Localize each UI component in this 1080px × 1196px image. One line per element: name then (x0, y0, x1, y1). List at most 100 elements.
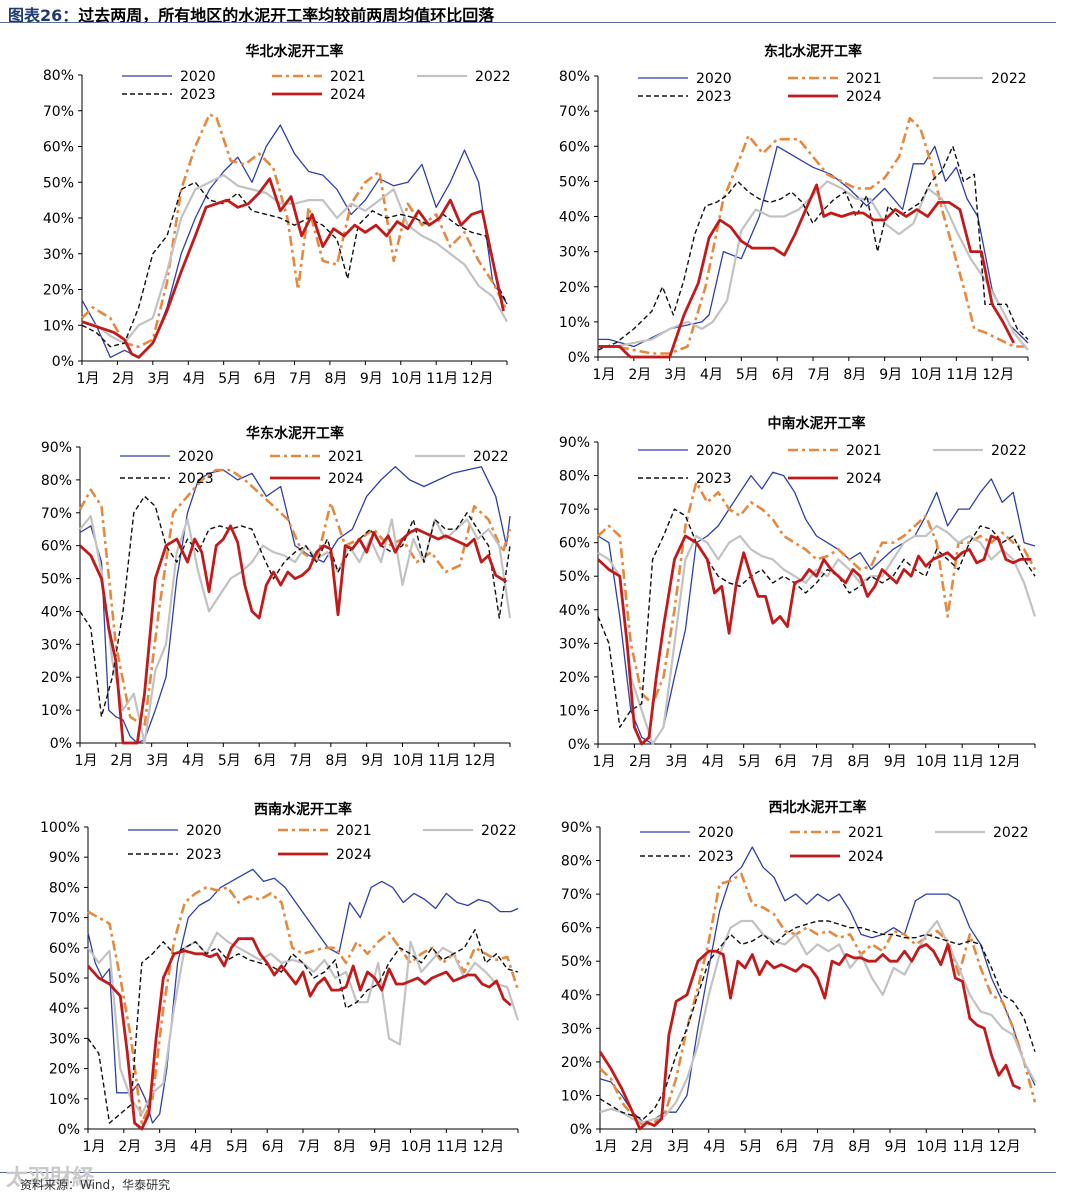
y-tick-label: 40% (559, 210, 590, 226)
series-line-2024 (86, 937, 512, 1131)
chart-dongbei: 东北水泥开工率 0% 10% 20% 30% 40% 50% 60% 70% 80% 1月 2月 3月 4… (559, 43, 1029, 383)
legend-label-2021: 2021 (848, 825, 884, 841)
y-tick-label: 20% (49, 1062, 80, 1078)
legend-label-2021: 2021 (330, 69, 366, 85)
y-tick-label: 50% (43, 175, 74, 191)
x-tick-label: 10月 (916, 754, 948, 770)
series-line-2022 (599, 919, 1036, 1124)
x-tick-label: 5月 (226, 1139, 249, 1155)
x-tick-label: 9月 (884, 754, 907, 770)
y-tick-label: 30% (561, 1021, 592, 1037)
x-tick-label: 11月 (953, 1139, 985, 1155)
x-tick-label: 9月 (360, 371, 383, 387)
series-line-2020 (87, 868, 519, 1124)
y-tick-label: 50% (41, 572, 72, 588)
x-tick-label: 10月 (401, 1139, 433, 1155)
x-tick-label: 12月 (462, 371, 494, 387)
legend-label-2020: 2020 (178, 449, 214, 465)
series-line-2021 (81, 113, 509, 349)
y-tick-label: 70% (559, 502, 590, 518)
x-tick-label: 7月 (298, 1139, 321, 1155)
y-tick-label: 20% (41, 670, 72, 686)
legend-label-2020: 2020 (186, 823, 222, 839)
x-tick-label: 5月 (218, 753, 241, 769)
x-tick-label: 3月 (667, 1139, 690, 1155)
y-tick-label: 40% (561, 988, 592, 1004)
x-tick-label: 7月 (812, 1139, 835, 1155)
series-line-2021 (78, 468, 512, 728)
chart-title: 中南水泥开工率 (768, 415, 866, 432)
y-tick-label: 50% (49, 971, 80, 987)
series-line-2022 (597, 524, 1037, 746)
x-tick-label: 9月 (369, 1139, 392, 1155)
legend-label-2020: 2020 (698, 825, 734, 841)
x-tick-label: 5月 (218, 371, 241, 387)
x-tick-label: 6月 (262, 1139, 285, 1155)
legend-label-2021: 2021 (328, 449, 364, 465)
y-tick-label: 40% (559, 603, 590, 619)
y-tick-label: 80% (561, 854, 592, 870)
series-line-2023 (597, 508, 1036, 728)
x-tick-label: 1月 (77, 371, 100, 387)
y-tick-label: 0% (58, 1122, 80, 1138)
legend-label-2024: 2024 (848, 849, 884, 865)
legend-label-2022: 2022 (481, 823, 517, 839)
legend-label-2020: 2020 (696, 71, 732, 87)
y-tick-label: 60% (43, 140, 74, 156)
x-tick-label: 2月 (112, 371, 135, 387)
source-note: 资料来源：Wind，华泰研究 (20, 1178, 171, 1192)
y-tick-label: 20% (559, 280, 590, 296)
series-line-2021 (597, 481, 1037, 706)
y-tick-label: 50% (561, 954, 592, 970)
y-tick-label: 70% (561, 887, 592, 903)
y-tick-label: 40% (43, 211, 74, 227)
y-tick-label: 30% (41, 637, 72, 653)
legend-label-2024: 2024 (846, 89, 882, 105)
legend-label-2022: 2022 (991, 443, 1027, 459)
y-tick-label: 100% (40, 820, 80, 836)
y-tick-label: 90% (561, 820, 592, 836)
x-tick-label: 12月 (464, 753, 496, 769)
x-tick-label: 7月 (811, 754, 834, 770)
y-tick-label: 10% (49, 1092, 80, 1108)
watermark-logo: 太羽財経 (6, 1166, 95, 1191)
footer-rule (0, 1172, 1056, 1173)
y-tick-label: 10% (41, 703, 72, 719)
x-tick-label: 3月 (665, 754, 688, 770)
legend-label-2022: 2022 (473, 449, 509, 465)
x-tick-label: 12月 (472, 1139, 504, 1155)
x-tick-label: 7月 (808, 367, 831, 383)
chart-zhongnan: 中南水泥开工率 0% 10% 20% 30% 40% 50% 60% 70% 80% 90% 1月 2月… (559, 415, 1037, 770)
y-tick-label: 70% (41, 506, 72, 522)
x-tick-label: 9月 (885, 1139, 908, 1155)
y-tick-label: 10% (43, 318, 74, 334)
series-line-2020 (79, 466, 511, 744)
y-tick-label: 70% (559, 104, 590, 120)
x-tick-label: 2月 (629, 754, 652, 770)
x-tick-label: 4月 (182, 753, 205, 769)
x-tick-label: 10月 (916, 1139, 948, 1155)
y-tick-label: 20% (43, 283, 74, 299)
y-tick-label: 60% (49, 941, 80, 957)
y-tick-label: 90% (41, 440, 72, 456)
chart-title: 西北水泥开工率 (769, 799, 867, 816)
legend-label-2022: 2022 (991, 71, 1027, 87)
x-tick-label: 6月 (254, 371, 277, 387)
y-tick-label: 60% (41, 539, 72, 555)
x-tick-label: 8月 (848, 1139, 871, 1155)
y-tick-label: 80% (41, 473, 72, 489)
y-tick-label: 50% (559, 569, 590, 585)
y-tick-label: 80% (559, 69, 590, 85)
legend-label-2023: 2023 (180, 87, 216, 103)
header-rule (0, 22, 1056, 23)
y-tick-label: 60% (559, 139, 590, 155)
x-tick-label: 4月 (703, 1139, 726, 1155)
y-tick-label: 10% (559, 703, 590, 719)
y-tick-label: 80% (559, 469, 590, 485)
series-line-2023 (81, 181, 508, 348)
x-tick-label: 10月 (391, 371, 423, 387)
x-tick-label: 6月 (254, 753, 277, 769)
series-line-2022 (81, 174, 508, 345)
x-tick-label: 3月 (154, 1139, 177, 1155)
x-tick-label: 2月 (631, 1139, 654, 1155)
